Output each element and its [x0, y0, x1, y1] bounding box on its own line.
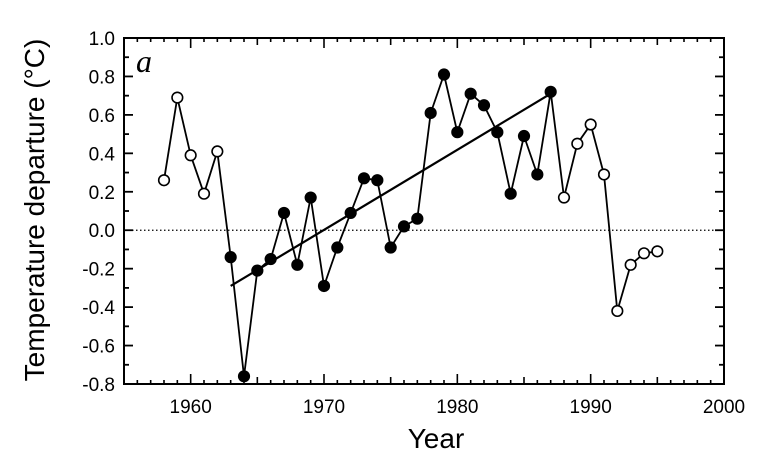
data-point-filled: [517, 129, 531, 143]
x-tick-label: 1960: [170, 397, 212, 418]
data-point-filled: [397, 220, 411, 233]
data-point-open: [571, 137, 584, 150]
axes-layer: 1.0 0.8 0.6 0.4 0.2 0.0 -0.2 -0.4 -0.6 -0.8 1960 19…: [82, 29, 745, 418]
data-point-filled: [291, 258, 304, 271]
data-point-filled: [531, 168, 544, 181]
data-point-filled: [504, 187, 517, 200]
x-axis-title: Year: [408, 423, 465, 454]
data-point-filled: [424, 106, 437, 120]
data-point-filled: [357, 172, 371, 185]
y-tick-label: -0.4: [82, 298, 115, 319]
data-point-open: [211, 145, 224, 158]
plot-frame: [123, 37, 725, 385]
y-tick-label: -0.6: [82, 337, 115, 358]
data-point-filled: [411, 212, 424, 225]
y-tick-label: 0.8: [89, 67, 115, 88]
y-tick-label: -0.2: [82, 260, 115, 281]
data-point-filled: [264, 252, 277, 266]
data-point-filled: [384, 241, 397, 254]
data-point-open: [624, 258, 637, 271]
data-point-filled: [224, 251, 237, 264]
data-point-filled: [331, 241, 344, 254]
data-point-open: [197, 187, 211, 200]
data-point-open: [184, 149, 197, 162]
y-tick-label: 0.0: [89, 221, 115, 242]
data-point-filled: [317, 279, 331, 293]
x-tick-label: 1970: [303, 397, 345, 418]
y-tick-label: -0.8: [82, 375, 115, 396]
y-tick-label: 0.6: [89, 106, 115, 127]
data-point-open: [637, 247, 651, 260]
x-tick-label: 1980: [436, 397, 478, 418]
data-point-open: [171, 91, 184, 104]
panel-label: a: [136, 43, 152, 79]
trend-line: [230, 92, 552, 287]
data-point-open: [597, 168, 611, 181]
data-point-filled: [544, 85, 557, 98]
data-point-filled: [491, 126, 504, 139]
y-tick-label: 0.2: [89, 183, 115, 204]
y-axis-title: Temperature departure (°C): [19, 39, 50, 382]
data-point-open: [584, 118, 597, 131]
data-point-open: [557, 191, 571, 204]
data-point-open: [157, 174, 171, 187]
x-tick-label: 2000: [703, 397, 745, 418]
series-line: [163, 73, 658, 378]
data-point-filled: [277, 206, 291, 220]
data-point-filled: [251, 264, 264, 277]
data-point-filled: [464, 87, 477, 100]
data-point-filled: [437, 68, 451, 81]
data-point-filled: [371, 174, 384, 187]
y-tick-label: 1.0: [89, 29, 115, 50]
marks-layer: [124, 68, 724, 383]
y-tick-label: 0.4: [89, 144, 116, 165]
data-point-filled: [451, 126, 464, 139]
data-point-filled: [477, 99, 491, 112]
data-point-open: [651, 245, 664, 258]
data-point-open: [611, 304, 624, 318]
data-point-filled: [344, 206, 357, 220]
data-point-filled: [304, 191, 317, 204]
x-tick-label: 1990: [570, 397, 612, 418]
